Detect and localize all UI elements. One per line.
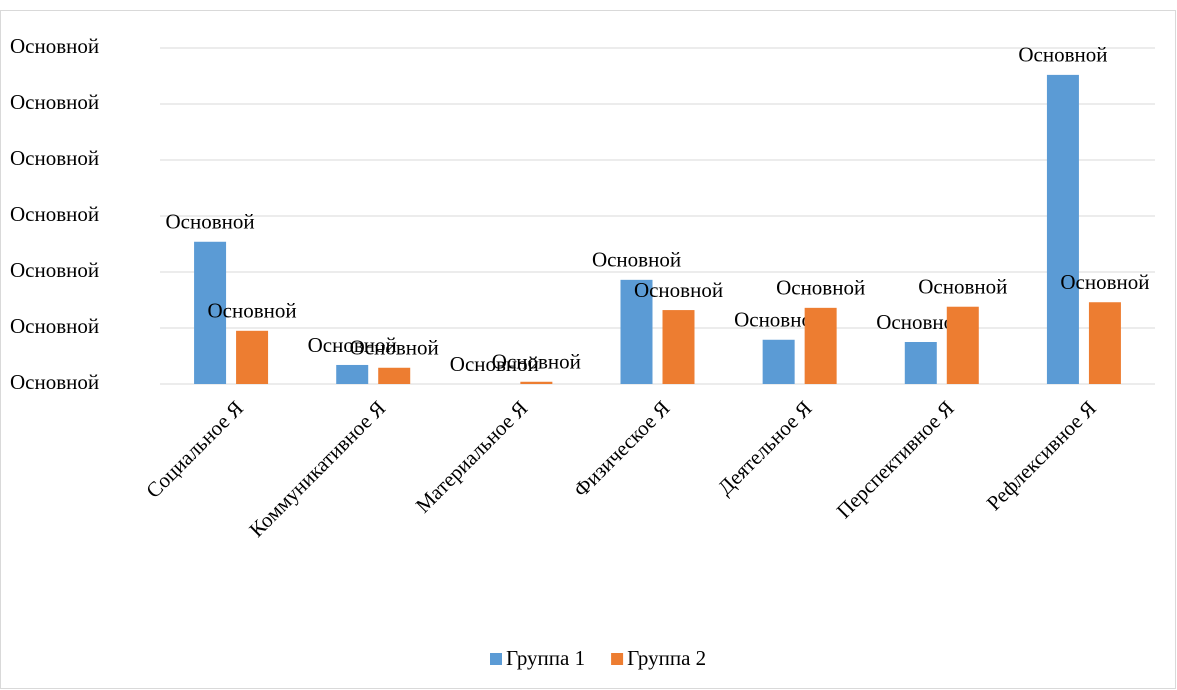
data-label: Основной	[776, 276, 865, 300]
data-label: Основной	[918, 275, 1007, 299]
bar	[194, 241, 227, 384]
bar	[662, 310, 695, 384]
data-label: Основной	[492, 350, 581, 374]
data-label: Основной	[208, 299, 297, 323]
bar	[946, 306, 979, 384]
legend-swatch	[611, 653, 624, 665]
data-label: Основной	[1060, 270, 1149, 294]
bar	[378, 367, 411, 384]
y-tick-label: Основной	[10, 146, 99, 170]
data-label: Основной	[592, 248, 681, 272]
y-tick-label: Основной	[10, 34, 99, 58]
legend-label: Группа 2	[627, 646, 706, 670]
y-tick-label: Основной	[10, 314, 99, 338]
data-label: Основной	[634, 278, 723, 302]
bar	[1046, 74, 1079, 384]
chart-border	[0, 10, 1176, 689]
data-label: Основной	[166, 210, 255, 234]
y-tick-label: Основной	[10, 258, 99, 282]
bar	[620, 279, 653, 384]
bar	[236, 330, 269, 384]
y-tick-label: Основной	[10, 202, 99, 226]
data-label: Основной	[450, 352, 539, 376]
legend-swatch	[490, 653, 502, 665]
bar	[904, 342, 937, 384]
bar	[804, 307, 837, 384]
data-label: Основной	[308, 333, 397, 357]
data-label: Основной	[350, 336, 439, 360]
y-tick-label: Основной	[10, 370, 99, 394]
y-tick-label: Основной	[10, 90, 99, 114]
bar	[762, 339, 795, 384]
bar	[520, 381, 553, 384]
bar	[1088, 302, 1121, 384]
bar	[336, 364, 369, 384]
legend-label: Группа 1	[506, 646, 585, 670]
data-label: Основной	[1018, 43, 1107, 67]
